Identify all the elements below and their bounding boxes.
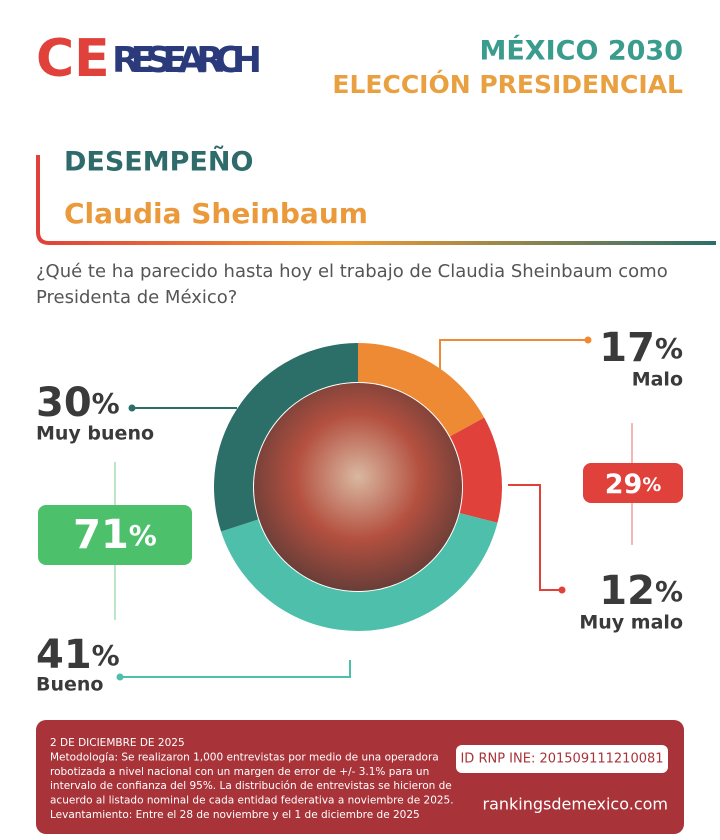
footer-line: 2 DE DICIEMBRE DE 2025 — [50, 737, 185, 749]
value-unit: % — [655, 575, 683, 608]
section-rule — [36, 155, 716, 245]
leader-line — [508, 484, 562, 591]
header-title: MÉXICO 2030 — [480, 35, 684, 67]
header-subtitle: ELECCIÓN PRESIDENCIAL — [332, 69, 683, 99]
value-label: 71% — [73, 512, 157, 558]
footer-line: Metodología: Se realizaron 1,000 entrevi… — [50, 751, 439, 763]
value-number: 12 — [599, 568, 655, 614]
value-number: 17 — [599, 325, 655, 371]
value-label: 17% — [599, 325, 683, 371]
category-label: Bueno — [36, 674, 103, 696]
value-label: 29% — [605, 469, 662, 500]
logo-ce: CE — [36, 29, 110, 89]
category-label: Malo — [632, 369, 683, 391]
value-label: 41% — [36, 632, 120, 678]
website: rankingsdemexico.com — [483, 795, 669, 814]
value-unit: % — [642, 474, 661, 496]
value-number: 71 — [73, 512, 129, 558]
footer-line: intervalo de confianza del 95%. La distr… — [50, 780, 452, 792]
value-label: 30% — [36, 380, 120, 426]
donut-segment — [214, 343, 358, 532]
leader-dot — [584, 336, 592, 344]
value-number: 30 — [36, 380, 92, 426]
leader-dot — [558, 586, 566, 594]
donut-segment — [221, 513, 498, 632]
value-number: 41 — [36, 632, 92, 678]
leader-dot — [116, 673, 124, 681]
section-label: DESEMPEÑO — [64, 146, 253, 178]
value-unit: % — [655, 332, 683, 365]
value-unit: % — [92, 387, 120, 420]
question: Presidenta de México? — [36, 287, 237, 308]
donut-segment — [358, 343, 485, 437]
value-unit: % — [129, 519, 157, 552]
footer-line: acuerdo al listado nominal de cada entid… — [50, 795, 454, 807]
footer-line: robotizada a nivel nacional con un marge… — [50, 766, 429, 778]
group-box — [583, 463, 683, 503]
value-label: 12% — [599, 568, 683, 614]
leader-dot — [128, 404, 136, 412]
leader-line — [439, 339, 588, 378]
category-label: Muy malo — [579, 612, 683, 634]
donut-segment — [450, 417, 503, 523]
value-number: 29 — [605, 469, 643, 500]
id-box — [456, 745, 668, 773]
section-name: Claudia Sheinbaum — [64, 197, 368, 230]
id-text: ID RNP INE: 201509111210081 — [460, 752, 663, 767]
group-box — [38, 505, 192, 565]
question: ¿Qué te ha parecido hasta hoy el trabajo… — [36, 261, 668, 282]
value-unit: % — [92, 639, 120, 672]
category-label: Muy bueno — [36, 423, 154, 445]
portrait-placeholder — [254, 383, 462, 591]
logo-research: RESEARCH — [112, 40, 262, 81]
leader-line — [120, 660, 351, 678]
footer-line: Levantamiento: Entre el 28 de noviembre … — [50, 809, 420, 821]
